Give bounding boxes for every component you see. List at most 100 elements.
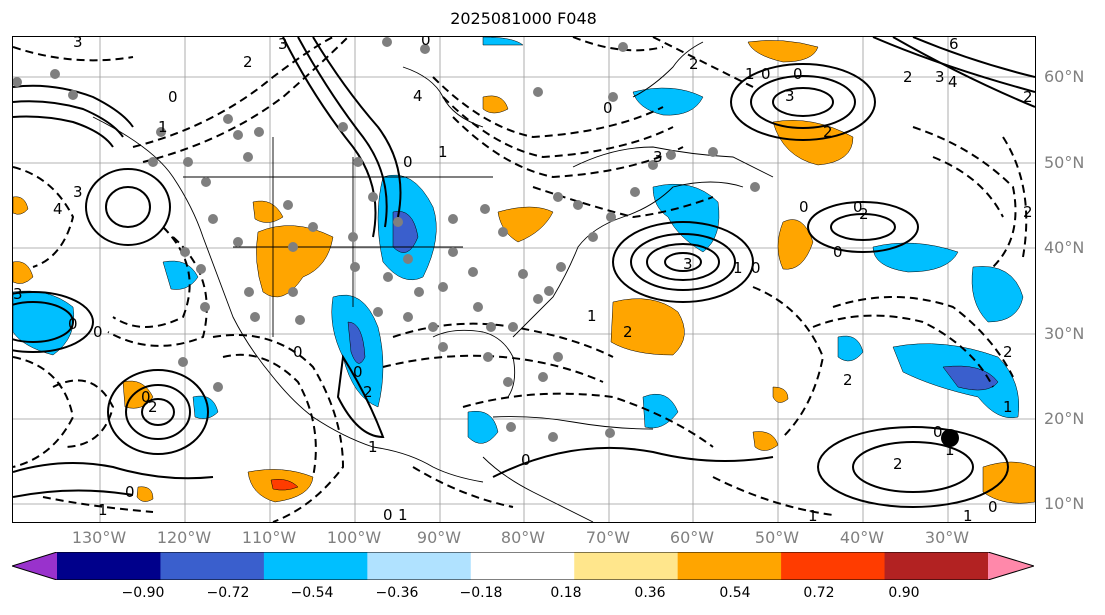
colorbar-tick: −0.18 (459, 585, 503, 601)
svg-text:0: 0 (521, 451, 531, 469)
colorbar-segment (57, 552, 161, 580)
colorbar-segment (160, 552, 265, 580)
svg-text:3: 3 (73, 183, 83, 201)
solid-contours (13, 37, 1035, 508)
lon-label-90w: 90°W (416, 528, 462, 547)
svg-text:0: 0 (799, 198, 809, 216)
lon-label-40w: 40°W (839, 528, 885, 547)
svg-text:0: 0 (603, 99, 613, 117)
svg-text:0: 0 (421, 37, 431, 49)
svg-text:0: 0 (383, 506, 393, 522)
svg-text:1: 1 (368, 438, 378, 456)
colorbar-segment (574, 552, 679, 580)
svg-text:3: 3 (785, 87, 795, 105)
svg-text:0: 0 (933, 423, 943, 441)
svg-text:1: 1 (587, 307, 597, 325)
svg-text:1: 1 (98, 501, 108, 519)
map-title: 2025081000 F048 (450, 9, 597, 28)
svg-text:2: 2 (1003, 343, 1013, 361)
svg-text:2: 2 (859, 205, 869, 223)
colorbar-segment (367, 552, 472, 580)
svg-text:1: 1 (733, 259, 743, 277)
svg-text:0: 0 (793, 65, 803, 83)
svg-text:2: 2 (623, 323, 633, 341)
svg-text:2: 2 (1023, 88, 1033, 106)
lon-label-120w: 120°W (156, 528, 212, 547)
svg-text:2: 2 (1023, 203, 1033, 221)
lon-label-100w: 100°W (326, 528, 382, 547)
svg-text:1: 1 (945, 441, 955, 459)
svg-text:0: 0 (761, 65, 771, 83)
colorbar-segment (263, 552, 368, 580)
svg-text:3: 3 (278, 37, 288, 53)
colorbar-segments (12, 552, 1034, 580)
colorbar-tick: −0.54 (290, 585, 334, 601)
lon-label-60w: 60°W (669, 528, 715, 547)
colorbar-tick: 0.18 (550, 585, 582, 601)
colorbar-segment (677, 552, 782, 580)
svg-text:0: 0 (853, 198, 863, 216)
svg-text:1: 1 (1003, 398, 1013, 416)
svg-text:1: 1 (808, 507, 818, 522)
coastlines (92, 41, 774, 522)
svg-text:2: 2 (148, 398, 158, 416)
svg-text:1: 1 (158, 118, 168, 136)
svg-text:2: 2 (843, 371, 853, 389)
svg-text:0: 0 (353, 363, 363, 381)
svg-text:0: 0 (141, 388, 151, 406)
lon-label-30w: 30°W (924, 528, 970, 547)
svg-text:1: 1 (963, 507, 973, 522)
svg-text:2: 2 (689, 55, 699, 73)
svg-text:0: 0 (125, 483, 135, 501)
station-markers (13, 37, 760, 442)
svg-text:2: 2 (243, 53, 253, 71)
lon-label-50w: 50°W (754, 528, 800, 547)
svg-text:0: 0 (93, 323, 103, 341)
svg-text:3: 3 (683, 255, 693, 273)
svg-text:6: 6 (949, 37, 959, 53)
svg-text:3: 3 (73, 37, 83, 51)
colorbar-tick: 0.36 (634, 585, 666, 601)
colorbar-segment (884, 552, 989, 580)
svg-text:0: 0 (168, 88, 178, 106)
lon-label-70w: 70°W (585, 528, 631, 547)
center-marker (941, 429, 959, 447)
map-canvas: 2 100 32 234 60 200 310 21 20 30 0 002 10… (13, 37, 1035, 522)
lon-label-110w: 110°W (241, 528, 297, 547)
svg-text:3: 3 (13, 285, 23, 303)
colorbar-tick: 0.54 (719, 585, 751, 601)
svg-text:3: 3 (653, 148, 663, 166)
colorbar-segment (470, 552, 575, 580)
svg-text:0: 0 (68, 315, 78, 333)
dashed-contours (13, 37, 1028, 522)
lat-label-40n: 40°N (1044, 238, 1085, 257)
colorbar-tick: −0.36 (375, 585, 419, 601)
colorbar-segment (781, 552, 886, 580)
colorbar-extend-high (988, 552, 1034, 580)
svg-text:2: 2 (893, 455, 903, 473)
graticule (13, 37, 1035, 522)
svg-text:0: 0 (751, 259, 761, 277)
svg-text:3: 3 (935, 68, 945, 86)
lat-label-20n: 20°N (1044, 409, 1085, 428)
svg-text:4: 4 (948, 73, 958, 91)
lat-label-60n: 60°N (1044, 67, 1085, 86)
svg-text:1: 1 (398, 506, 408, 522)
lon-label-130w: 130°W (71, 528, 127, 547)
colorbar (12, 552, 1034, 580)
svg-text:4: 4 (53, 200, 63, 218)
svg-text:2: 2 (823, 123, 833, 141)
lat-label-30n: 30°N (1044, 324, 1085, 343)
colorbar-tick: 0.72 (803, 585, 835, 601)
svg-text:0: 0 (293, 343, 303, 361)
lat-label-50n: 50°N (1044, 153, 1085, 172)
svg-text:0: 0 (833, 243, 843, 261)
colorbar-tick: −0.90 (121, 585, 165, 601)
svg-text:2: 2 (903, 68, 913, 86)
colorbar-tick: 0.90 (888, 585, 920, 601)
lat-label-10n: 10°N (1044, 494, 1085, 513)
svg-text:1: 1 (745, 65, 755, 83)
lon-label-80w: 80°W (500, 528, 546, 547)
